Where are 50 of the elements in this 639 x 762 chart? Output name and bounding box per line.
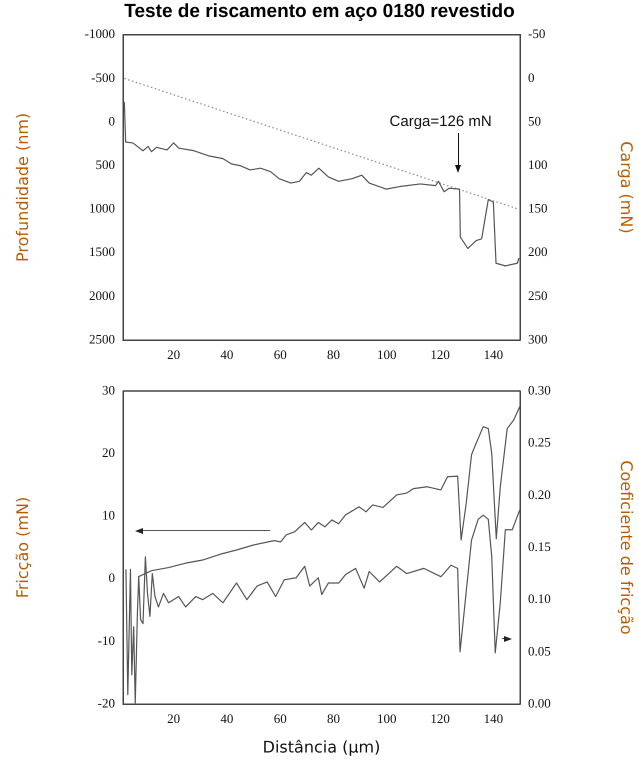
x-tick-label: 40 — [220, 711, 234, 726]
y2-tick-label: 0.00 — [528, 695, 551, 710]
y-tick-label: 10 — [102, 508, 115, 523]
y2-axis-title: Carga (mN) — [617, 141, 636, 234]
x-tick-label: 100 — [377, 347, 397, 362]
x-tick-label: 140 — [484, 347, 504, 362]
x-tick-label: 20 — [167, 347, 180, 362]
y2-tick-label: 0.25 — [528, 434, 551, 450]
y-tick-label: 30 — [102, 382, 115, 398]
x-tick-label: 40 — [220, 347, 234, 362]
y-tick-label: 0 — [108, 113, 115, 128]
x-tick-label: 80 — [326, 711, 340, 726]
y2-axis-title: Coeficiente de fricção — [617, 460, 636, 635]
y2-tick-label: 0 — [528, 70, 534, 85]
y-tick-label: 500 — [96, 157, 115, 172]
chart-title: Teste de riscamento em aço 0180 revestido — [123, 0, 516, 24]
y2-tick-label: 50 — [528, 113, 541, 128]
x-tick-label: 120 — [430, 347, 450, 362]
y-axis-title: Fricção (mN) — [12, 496, 32, 598]
annotation: Carga=126 mN — [390, 113, 492, 130]
y-tick-label: -500 — [91, 70, 115, 85]
y2-tick-label: -50 — [528, 26, 546, 42]
y2-tick-label: 200 — [528, 244, 548, 260]
y2-tick-label: 100 — [528, 157, 548, 172]
x-tick-label: 120 — [430, 711, 450, 726]
y-tick-label: -1000 — [84, 26, 115, 42]
y2-tick-label: 0.30 — [528, 382, 551, 398]
x-tick-label: 140 — [484, 711, 504, 726]
y-tick-label: 0 — [108, 570, 115, 586]
x-tick-label: 80 — [326, 347, 340, 362]
y2-tick-label: 250 — [528, 288, 548, 303]
y-tick-label: -20 — [98, 695, 115, 710]
y-tick-label: 1000 — [89, 200, 115, 216]
y-tick-label: 20 — [102, 445, 115, 460]
x-tick-label: 60 — [274, 347, 287, 362]
y2-tick-label: 0.15 — [528, 538, 551, 554]
x-axis-title: Distância (μm) — [262, 738, 380, 757]
y-tick-label: -10 — [98, 632, 115, 648]
y2-tick-label: 300 — [528, 331, 548, 346]
x-tick-label: 100 — [377, 711, 397, 726]
y-axis-title: Profundidade (nm) — [12, 112, 32, 262]
y2-tick-label: 0.10 — [528, 591, 551, 606]
y-tick-label: 2000 — [89, 288, 115, 303]
y2-tick-label: 0.05 — [528, 643, 551, 658]
x-tick-label: 20 — [167, 711, 180, 726]
y-tick-label: 1500 — [89, 244, 115, 260]
y2-tick-label: 0.20 — [528, 486, 551, 502]
y2-tick-label: 150 — [528, 200, 548, 216]
x-tick-label: 60 — [274, 711, 287, 726]
y-tick-label: 2500 — [89, 331, 115, 346]
